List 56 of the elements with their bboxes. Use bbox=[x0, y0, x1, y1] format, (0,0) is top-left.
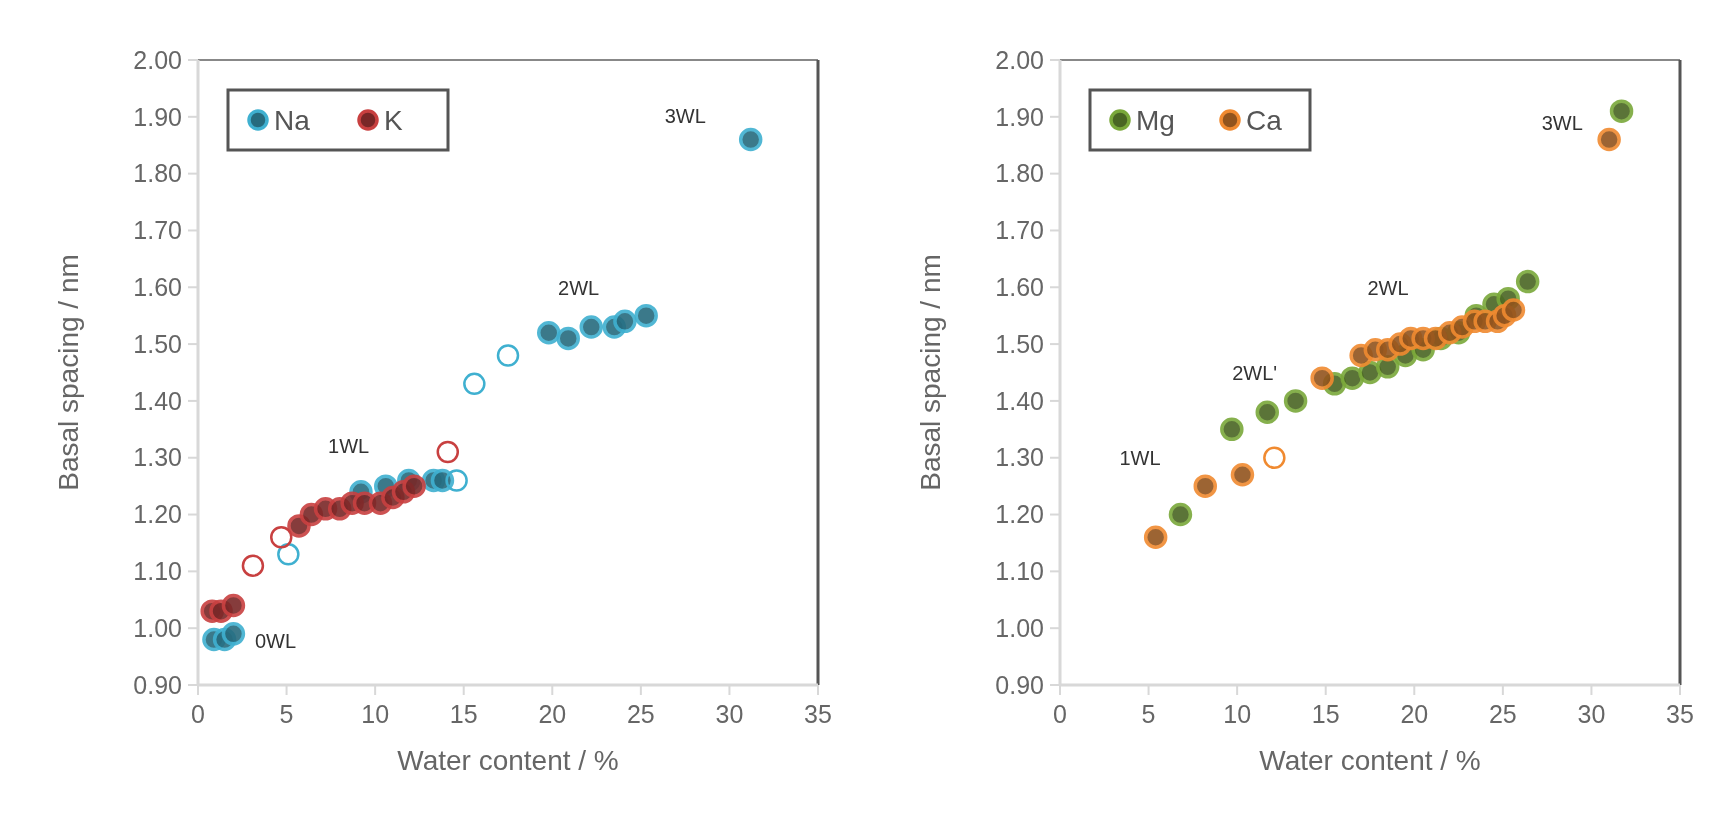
y-tick-label: 1.20 bbox=[133, 500, 182, 529]
x-tick-label: 15 bbox=[449, 700, 478, 728]
x-tick-label: 20 bbox=[1400, 700, 1429, 728]
x-tick-label: 35 bbox=[804, 700, 832, 728]
x-tick-label: 5 bbox=[279, 700, 294, 728]
x-axis-title: Water content / % bbox=[1259, 745, 1481, 776]
y-tick-label: 1.30 bbox=[133, 443, 182, 472]
x-tick-label: 30 bbox=[715, 700, 744, 728]
y-tick-label: 0.90 bbox=[995, 670, 1044, 699]
y-tick-label: 1.50 bbox=[133, 329, 182, 358]
annotation: 0WL bbox=[254, 630, 297, 653]
x-tick-label: 10 bbox=[1223, 700, 1252, 728]
x-tick-label: 25 bbox=[626, 700, 655, 728]
y-tick-label: 1.60 bbox=[995, 273, 1044, 302]
y-axis-title: Basal spacing / nm bbox=[915, 254, 946, 491]
y-tick-label: 1.70 bbox=[133, 216, 182, 245]
legend-label: Na bbox=[274, 104, 311, 136]
y-tick-label: 1.30 bbox=[995, 443, 1044, 472]
y-tick-label: 1.10 bbox=[995, 557, 1044, 586]
x-tick-label: 0 bbox=[191, 700, 205, 728]
x-tick-label: 30 bbox=[1577, 700, 1606, 728]
y-tick-label: 1.00 bbox=[995, 613, 1044, 642]
y-tick-label: 0.90 bbox=[133, 670, 182, 699]
annotation: 1WL bbox=[328, 435, 370, 458]
annotation: 2WL bbox=[558, 276, 600, 299]
y-tick-label: 2.00 bbox=[133, 45, 182, 74]
y-tick-label: 2.00 bbox=[995, 45, 1044, 74]
y-axis-title: Basal spacing / nm bbox=[53, 254, 84, 491]
annotation: 2WL bbox=[1367, 276, 1409, 299]
y-tick-label: 1.80 bbox=[133, 159, 182, 188]
y-tick-label: 1.70 bbox=[995, 216, 1044, 245]
legend-label: Ca bbox=[1246, 104, 1283, 136]
legend-label: K bbox=[384, 104, 403, 136]
x-tick-label: 5 bbox=[1141, 700, 1156, 728]
y-tick-label: 1.60 bbox=[133, 273, 182, 302]
x-tick-label: 15 bbox=[1311, 700, 1340, 728]
x-tick-label: 0 bbox=[1053, 700, 1067, 728]
y-tick-label: 1.40 bbox=[133, 386, 182, 415]
y-tick-label: 1.10 bbox=[133, 557, 182, 586]
y-tick-label: 1.90 bbox=[133, 102, 182, 131]
annotation: 3WL bbox=[1541, 111, 1583, 134]
annotation: 2WL' bbox=[1232, 361, 1278, 384]
x-tick-label: 35 bbox=[1666, 700, 1694, 728]
x-axis-title: Water content / % bbox=[397, 745, 619, 776]
y-tick-label: 1.20 bbox=[995, 500, 1044, 529]
y-tick-label: 1.40 bbox=[995, 386, 1044, 415]
x-tick-label: 25 bbox=[1488, 700, 1517, 728]
y-tick-label: 1.50 bbox=[995, 329, 1044, 358]
x-tick-label: 10 bbox=[361, 700, 390, 728]
y-tick-label: 1.90 bbox=[995, 102, 1044, 131]
annotation: 3WL bbox=[664, 105, 706, 128]
annotation: 1WL bbox=[1119, 446, 1161, 469]
y-tick-label: 1.80 bbox=[995, 159, 1044, 188]
legend-label: Mg bbox=[1136, 104, 1175, 136]
x-tick-label: 20 bbox=[538, 700, 567, 728]
y-tick-label: 1.00 bbox=[133, 613, 182, 642]
